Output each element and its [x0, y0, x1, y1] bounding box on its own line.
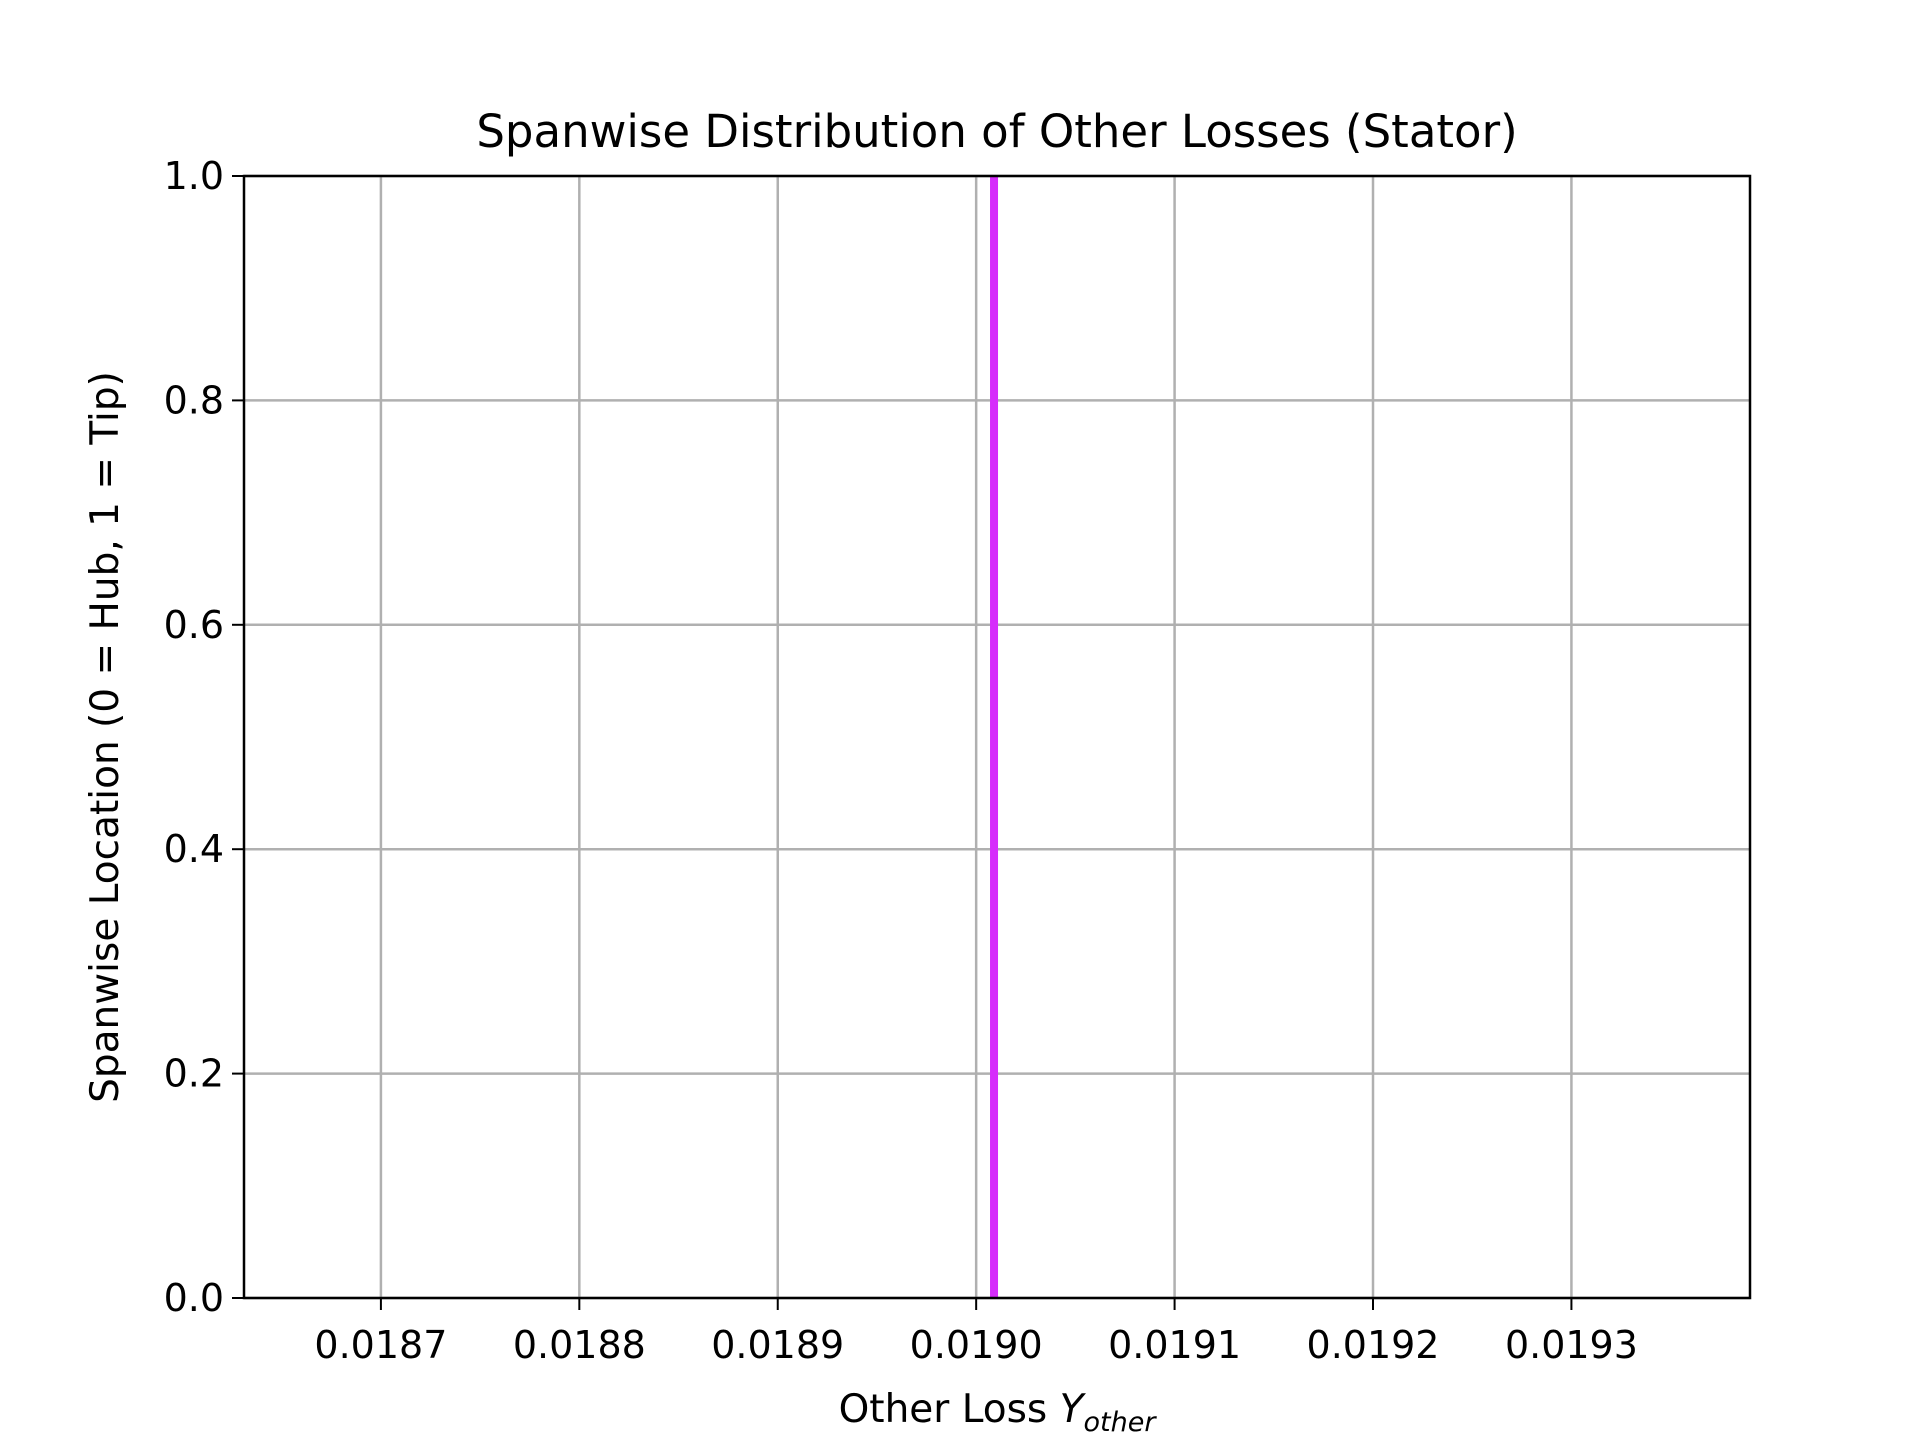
x-tick-label: 0.0189	[711, 1323, 844, 1367]
x-axis-label-subscript: other	[1083, 1407, 1157, 1438]
x-tick-label: 0.0188	[513, 1323, 646, 1367]
x-tick-label: 0.0190	[910, 1323, 1043, 1367]
x-tick-label: 0.0192	[1307, 1323, 1440, 1367]
y-tick-label: 0.6	[164, 603, 224, 647]
x-axis-label-symbol: Y	[1060, 1387, 1087, 1432]
plot-frame	[242, 174, 1752, 1300]
y-tick-label: 0.0	[164, 1276, 224, 1320]
x-tick-label: 0.0187	[314, 1323, 447, 1367]
y-tick-label: 1.0	[164, 154, 224, 198]
y-tick-label: 0.4	[164, 827, 224, 871]
x-tick-label: 0.0193	[1505, 1323, 1638, 1367]
x-axis-label-text: Other Loss	[839, 1387, 1060, 1432]
y-tick-label: 0.2	[164, 1052, 224, 1096]
y-axis-label: Spanwise Location (0 = Hub, 1 = Tip)	[83, 371, 128, 1103]
x-tick-label: 0.0191	[1108, 1323, 1241, 1367]
axis-ticks: 0.0187 0.0188 0.0189 0.0190 0.0191 0.0192 0.01…	[164, 154, 1638, 1367]
chart-title: Spanwise Distribution of Other Losses (S…	[476, 105, 1517, 158]
y-tick-label: 0.8	[164, 378, 224, 422]
x-axis-label: Other Loss Yother	[839, 1387, 1158, 1438]
